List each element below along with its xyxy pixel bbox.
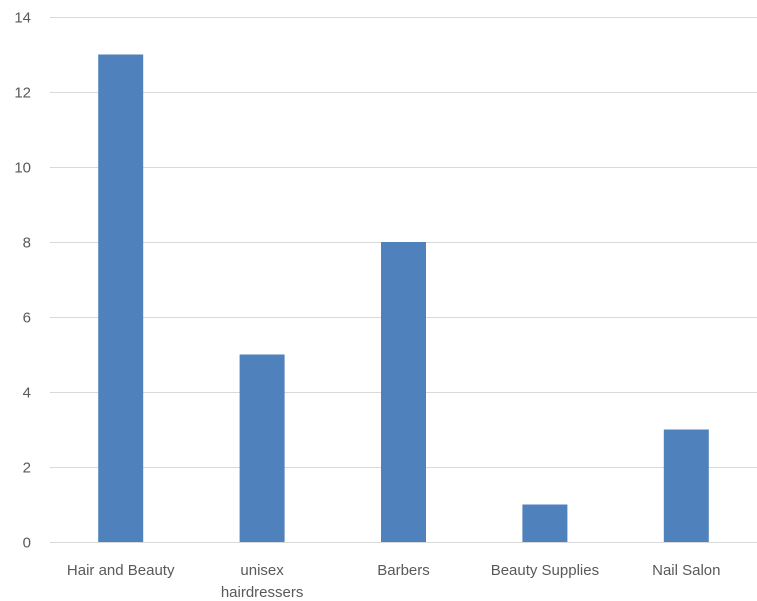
bar-unisex-hairdressers [239, 354, 285, 542]
y-tick-label: 0 [23, 535, 31, 552]
y-axis-tick-labels: 0 2 4 6 8 10 12 14 [14, 10, 31, 552]
y-tick-label: 4 [23, 385, 31, 402]
bar-nail-salon [663, 429, 709, 542]
x-category-label: Beauty Supplies [491, 562, 599, 579]
x-axis-category-labels: Hair and Beauty unisex hairdressers Barbers… [67, 562, 721, 601]
bar-hair-and-beauty [98, 54, 144, 542]
y-tick-label: 12 [14, 85, 31, 102]
x-category-label-line: Barbers [377, 562, 430, 579]
y-tick-label: 2 [23, 460, 31, 477]
x-category-label: Barbers [377, 562, 430, 579]
x-category-label: unisex hairdressers [221, 562, 304, 601]
x-category-label: Nail Salon [652, 562, 720, 579]
bar-beauty-supplies [522, 504, 568, 542]
y-tick-label: 10 [14, 160, 31, 177]
x-category-label-line: unisex [240, 562, 284, 579]
bar-barbers [381, 242, 426, 542]
x-category-label-line: Beauty Supplies [491, 562, 599, 579]
x-category-label: Hair and Beauty [67, 562, 175, 579]
y-tick-label: 14 [14, 10, 31, 27]
bars [98, 54, 709, 542]
x-category-label-line: hairdressers [221, 584, 304, 601]
y-tick-label: 6 [23, 310, 31, 327]
y-tick-label: 8 [23, 235, 31, 252]
x-category-label-line: Nail Salon [652, 562, 720, 579]
x-category-label-line: Hair and Beauty [67, 562, 175, 579]
